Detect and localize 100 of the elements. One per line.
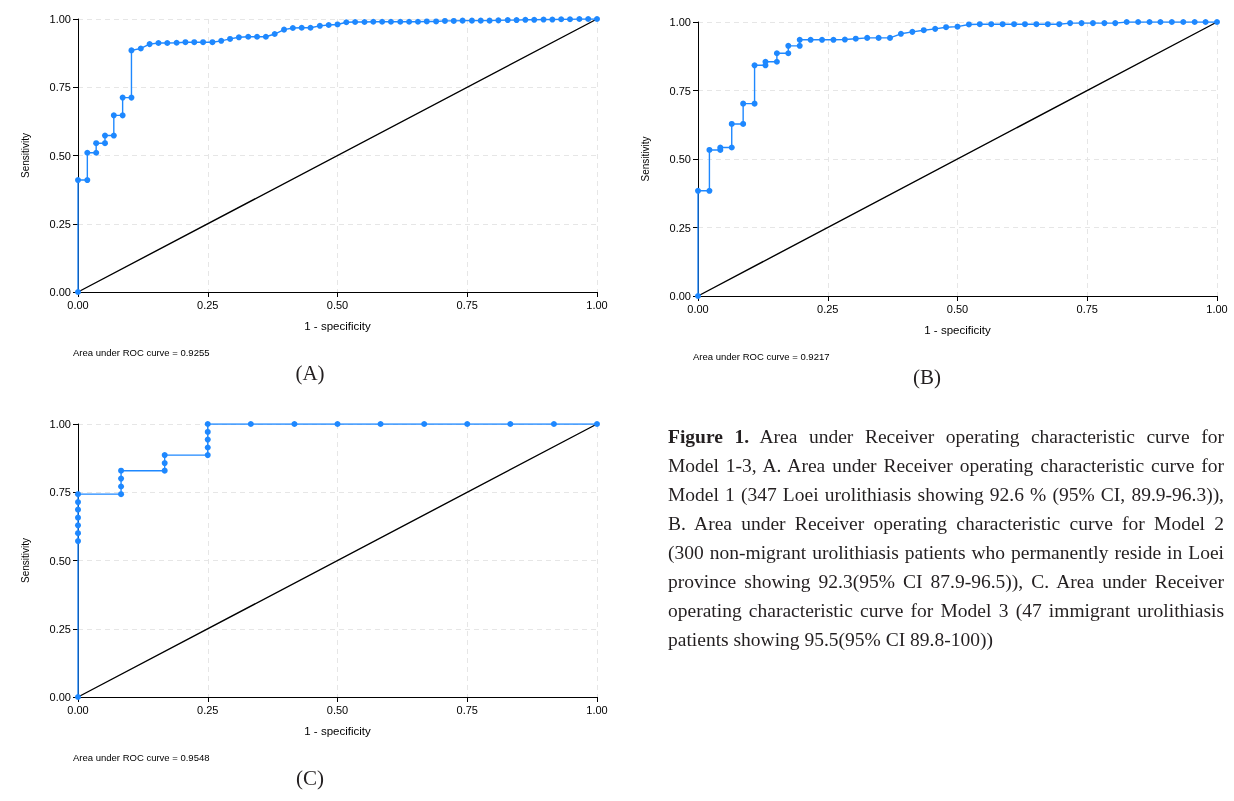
point: [118, 475, 125, 482]
y-tick-label: 0.00: [49, 691, 71, 703]
text: Area under ROC curve = 0.9548: [73, 751, 210, 763]
point: [1214, 19, 1220, 25]
point: [1078, 20, 1085, 27]
x-tick-label: 0.75: [1076, 302, 1098, 315]
point: [377, 421, 384, 427]
y-axis-title: Sensitivity: [19, 537, 31, 584]
point: [706, 146, 713, 153]
point: [247, 421, 254, 427]
point: [75, 530, 81, 537]
point: [1168, 19, 1175, 25]
point: [75, 491, 81, 498]
point: [852, 35, 859, 42]
y-tick-label: 0.25: [49, 622, 71, 635]
point: [1202, 19, 1209, 25]
x-tick-label: 0.00: [67, 298, 89, 311]
point: [785, 42, 792, 49]
text: (B): [913, 364, 941, 389]
text: Figure 1.: [668, 426, 750, 447]
x-axis-title: 1 - specificity: [304, 725, 371, 737]
point: [75, 506, 81, 513]
point: [1021, 21, 1028, 28]
point: [887, 34, 894, 41]
point: [1056, 21, 1063, 28]
point: [897, 30, 904, 37]
point: [1135, 19, 1142, 25]
point: [1089, 20, 1096, 27]
point: [999, 21, 1006, 28]
x-tick-label: 1.00: [586, 703, 608, 716]
point: [909, 28, 916, 35]
point: [807, 36, 814, 43]
y-tick-label: 0.75: [669, 84, 691, 97]
point: [464, 421, 471, 427]
x-tick-label: 0.00: [67, 703, 89, 716]
point: [1067, 20, 1074, 27]
point: [204, 444, 211, 451]
point: [864, 34, 871, 41]
point: [118, 467, 125, 474]
point: [773, 50, 780, 57]
point: [1101, 20, 1108, 27]
point: [751, 100, 758, 107]
text: (C): [296, 765, 324, 790]
point: [796, 42, 803, 49]
point: [740, 120, 747, 127]
x-tick-label: 1.00: [1206, 302, 1228, 315]
y-tick-label: 0.50: [669, 153, 691, 165]
x-tick-label: 0.25: [197, 298, 219, 311]
point: [943, 24, 950, 31]
point: [1146, 19, 1153, 25]
y-tick-label: 0.50: [49, 149, 71, 162]
text: Area under ROC curve = 0.9217: [693, 350, 830, 362]
point: [1157, 19, 1164, 25]
y-axis-title: Sensitivity: [639, 136, 651, 182]
point: [1123, 19, 1130, 25]
point: [1112, 20, 1119, 27]
point: [334, 421, 341, 427]
y-tick-label: 0.25: [49, 217, 71, 230]
x-tick-label: 0.75: [456, 298, 478, 311]
point: [920, 27, 927, 34]
point: [550, 421, 557, 427]
point: [118, 491, 125, 498]
point: [75, 522, 81, 529]
point: [751, 62, 758, 69]
x-tick-label: 0.75: [456, 703, 478, 716]
point: [762, 58, 769, 65]
point: [740, 100, 747, 107]
point: [1180, 19, 1187, 25]
point: [932, 25, 939, 32]
point: [773, 58, 780, 65]
point: [1044, 21, 1051, 28]
point: [695, 187, 701, 194]
point: [118, 483, 125, 490]
y-tick-label: 0.00: [669, 290, 691, 302]
x-tick-label: 0.00: [687, 302, 709, 315]
y-tick-label: 0.00: [49, 286, 71, 298]
x-tick-label: 0.50: [326, 298, 349, 311]
point: [728, 120, 735, 127]
y-tick-label: 0.50: [49, 554, 71, 567]
point: [1011, 21, 1018, 28]
point: [796, 36, 803, 43]
point: [161, 452, 168, 459]
point: [875, 34, 882, 41]
x-tick-label: 0.25: [817, 302, 839, 315]
point: [507, 421, 514, 427]
x-axis-title: 1 - specificity: [304, 320, 371, 332]
point: [75, 538, 81, 545]
point: [204, 428, 211, 435]
point: [161, 467, 168, 474]
x-tick-label: 1.00: [586, 298, 608, 311]
point: [819, 36, 826, 43]
point: [75, 514, 81, 521]
x-tick-label: 0.25: [197, 703, 219, 716]
point: [976, 21, 983, 28]
y-tick-label: 1.00: [49, 13, 71, 25]
point: [421, 421, 428, 427]
point: [291, 421, 298, 427]
point: [1033, 21, 1040, 28]
text: (A): [295, 360, 325, 385]
x-tick-label: 0.50: [326, 703, 349, 716]
